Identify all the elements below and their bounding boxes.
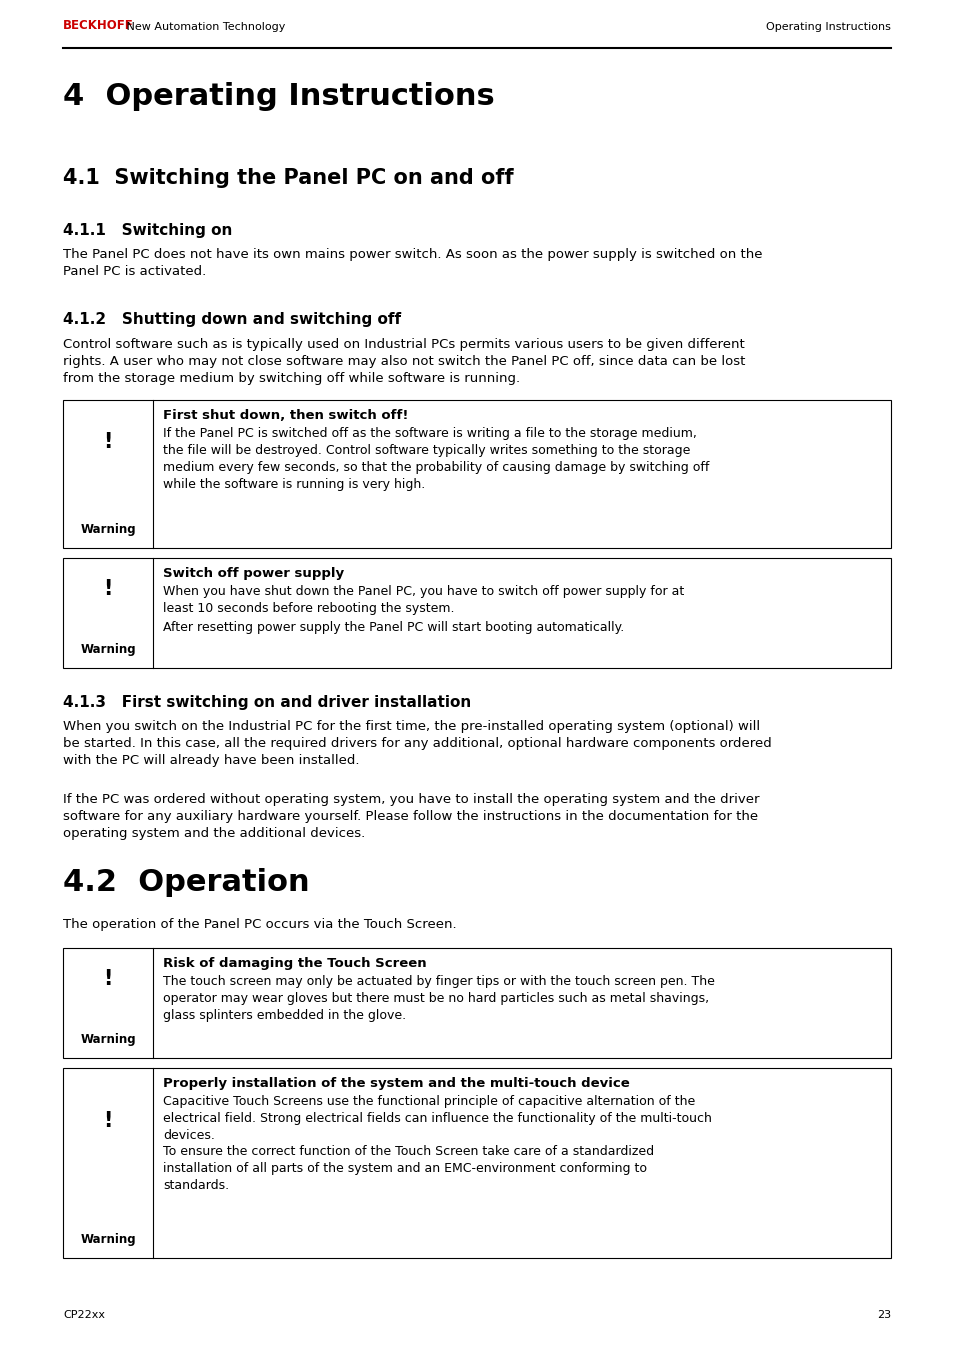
Text: !: !	[103, 969, 112, 989]
Text: To ensure the correct function of the Touch Screen take care of a standardized
i: To ensure the correct function of the To…	[163, 1146, 654, 1193]
Text: When you switch on the Industrial PC for the first time, the pre-installed opera: When you switch on the Industrial PC for…	[63, 720, 771, 767]
Text: Switch off power supply: Switch off power supply	[163, 567, 344, 580]
Text: The Panel PC does not have its own mains power switch. As soon as the power supp: The Panel PC does not have its own mains…	[63, 249, 761, 278]
Bar	[92, 963, 123, 998]
Text: Warning: Warning	[80, 523, 135, 536]
Bar	[63, 400, 890, 549]
Text: When you have shut down the Panel PC, you have to switch off power supply for at: When you have shut down the Panel PC, yo…	[163, 585, 683, 615]
Text: Properly installation of the system and the multi-touch device: Properly installation of the system and …	[163, 1077, 629, 1090]
Text: First shut down, then switch off!: First shut down, then switch off!	[163, 409, 408, 422]
Text: Operating Instructions: Operating Instructions	[765, 22, 890, 32]
Text: Warning: Warning	[80, 1034, 135, 1046]
Bar	[63, 558, 890, 667]
Text: New Automation Technology: New Automation Technology	[123, 22, 285, 32]
Text: The touch screen may only be actuated by finger tips or with the touch screen pe: The touch screen may only be actuated by…	[163, 975, 714, 1021]
Text: 4.1.3   First switching on and driver installation: 4.1.3 First switching on and driver inst…	[63, 694, 471, 711]
Bar	[92, 426, 123, 462]
Text: If the PC was ordered without operating system, you have to install the operatin: If the PC was ordered without operating …	[63, 793, 759, 840]
Text: Risk of damaging the Touch Screen: Risk of damaging the Touch Screen	[163, 957, 426, 970]
Bar	[63, 1069, 890, 1258]
Text: 4.2  Operation: 4.2 Operation	[63, 867, 310, 897]
Text: Control software such as is typically used on Industrial PCs permits various use: Control software such as is typically us…	[63, 338, 744, 385]
Text: 4.1  Switching the Panel PC on and off: 4.1 Switching the Panel PC on and off	[63, 168, 513, 188]
Text: 4  Operating Instructions: 4 Operating Instructions	[63, 82, 495, 111]
Text: 4.1.2   Shutting down and switching off: 4.1.2 Shutting down and switching off	[63, 312, 400, 327]
Text: Warning: Warning	[80, 1233, 135, 1246]
Text: !: !	[103, 431, 112, 451]
Text: !: !	[103, 580, 112, 598]
Text: Warning: Warning	[80, 643, 135, 657]
Text: 23: 23	[876, 1310, 890, 1320]
Text: CP22xx: CP22xx	[63, 1310, 105, 1320]
Text: Capacitive Touch Screens use the functional principle of capacitive alternation : Capacitive Touch Screens use the functio…	[163, 1096, 711, 1142]
Text: After resetting power supply the Panel PC will start booting automatically.: After resetting power supply the Panel P…	[163, 620, 623, 634]
Bar	[92, 573, 123, 609]
Text: 4.1.1   Switching on: 4.1.1 Switching on	[63, 223, 233, 238]
Text: If the Panel PC is switched off as the software is writing a file to the storage: If the Panel PC is switched off as the s…	[163, 427, 709, 490]
Text: The operation of the Panel PC occurs via the Touch Screen.: The operation of the Panel PC occurs via…	[63, 917, 456, 931]
Bar	[92, 1105, 123, 1142]
Text: BECKHOFF: BECKHOFF	[63, 19, 133, 32]
Text: !: !	[103, 1112, 112, 1131]
Bar	[63, 948, 890, 1058]
